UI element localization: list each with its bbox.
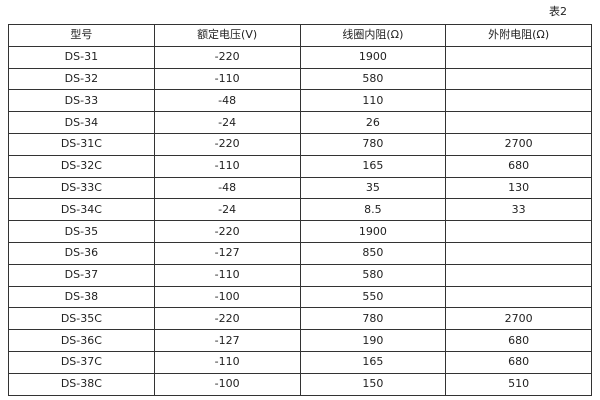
cell-external-resistance — [445, 89, 592, 113]
cell-coil-resistance: 580 — [299, 67, 447, 91]
cell-coil-resistance: 550 — [299, 285, 447, 309]
cell-coil-resistance: 780 — [299, 307, 447, 331]
cell-model: DS-38C — [8, 372, 155, 396]
cell-external-resistance: 2700 — [445, 132, 592, 156]
cell-coil-resistance: 580 — [299, 263, 447, 287]
cell-rated-voltage: -24 — [153, 111, 301, 134]
table-row: DS-34C -24 8.5 33 — [8, 198, 592, 222]
cell-coil-resistance: 780 — [299, 132, 447, 156]
cell-model: DS-34 — [8, 111, 155, 134]
table-row: DS-33C -48 35 130 — [8, 176, 592, 200]
cell-rated-voltage: -24 — [153, 198, 301, 222]
cell-rated-voltage: -110 — [153, 350, 301, 374]
cell-model: DS-36C — [8, 329, 155, 352]
cell-coil-resistance: 850 — [299, 241, 447, 265]
table-row: DS-36C -127 190 680 — [8, 329, 592, 352]
table-row: DS-35C -220 780 2700 — [8, 307, 592, 331]
header-rated-voltage: 额定电压(V) — [153, 24, 301, 47]
cell-model: DS-37 — [8, 263, 155, 287]
header-coil-resistance: 线圈内阻(Ω) — [299, 24, 447, 47]
cell-coil-resistance: 110 — [299, 89, 447, 113]
cell-rated-voltage: -220 — [153, 307, 301, 331]
cell-external-resistance — [445, 241, 592, 265]
cell-model: DS-35 — [8, 220, 155, 243]
cell-model: DS-33C — [8, 176, 155, 200]
cell-external-resistance — [445, 67, 592, 91]
cell-model: DS-37C — [8, 350, 155, 374]
cell-external-resistance: 33 — [445, 198, 592, 222]
cell-rated-voltage: -110 — [153, 154, 301, 178]
table-row: DS-32 -110 580 — [8, 67, 592, 91]
cell-model: DS-31 — [8, 45, 155, 69]
relay-spec-table: 型号 额定电压(V) 线圈内阻(Ω) 外附电阻(Ω) DS-31 -220 1900… — [8, 24, 592, 396]
cell-external-resistance: 510 — [445, 372, 592, 396]
cell-model: DS-31C — [8, 132, 155, 156]
header-external-resistance: 外附电阻(Ω) — [445, 24, 592, 47]
cell-model: DS-34C — [8, 198, 155, 222]
cell-coil-resistance: 150 — [299, 372, 447, 396]
cell-coil-resistance: 26 — [299, 111, 447, 134]
cell-model: DS-35C — [8, 307, 155, 331]
cell-rated-voltage: -100 — [153, 372, 301, 396]
cell-coil-resistance: 165 — [299, 350, 447, 374]
cell-external-resistance: 2700 — [445, 307, 592, 331]
table-row: DS-31C -220 780 2700 — [8, 132, 592, 156]
cell-external-resistance — [445, 111, 592, 134]
cell-rated-voltage: -48 — [153, 176, 301, 200]
cell-external-resistance: 680 — [445, 154, 592, 178]
table-row: DS-34 -24 26 — [8, 111, 592, 134]
cell-rated-voltage: -48 — [153, 89, 301, 113]
table-header-row: 型号 额定电压(V) 线圈内阻(Ω) 外附电阻(Ω) — [8, 24, 592, 47]
table-row: DS-37 -110 580 — [8, 263, 592, 287]
cell-rated-voltage: -110 — [153, 67, 301, 91]
cell-external-resistance: 680 — [445, 329, 592, 352]
cell-model: DS-33 — [8, 89, 155, 113]
cell-external-resistance — [445, 263, 592, 287]
cell-coil-resistance: 8.5 — [299, 198, 447, 222]
cell-coil-resistance: 1900 — [299, 220, 447, 243]
table-row: DS-35 -220 1900 — [8, 220, 592, 243]
cell-external-resistance — [445, 220, 592, 243]
table-caption: 表2 — [549, 5, 567, 18]
cell-rated-voltage: -127 — [153, 329, 301, 352]
table-row: DS-33 -48 110 — [8, 89, 592, 113]
table-row: DS-38C -100 150 510 — [8, 372, 592, 396]
cell-external-resistance: 680 — [445, 350, 592, 374]
cell-rated-voltage: -110 — [153, 263, 301, 287]
cell-external-resistance — [445, 45, 592, 69]
cell-rated-voltage: -220 — [153, 220, 301, 243]
cell-rated-voltage: -220 — [153, 132, 301, 156]
cell-coil-resistance: 1900 — [299, 45, 447, 69]
table-row: DS-36 -127 850 — [8, 241, 592, 265]
cell-rated-voltage: -220 — [153, 45, 301, 69]
cell-external-resistance — [445, 285, 592, 309]
cell-coil-resistance: 165 — [299, 154, 447, 178]
cell-coil-resistance: 35 — [299, 176, 447, 200]
cell-model: DS-32C — [8, 154, 155, 178]
header-model: 型号 — [8, 24, 155, 47]
table-row: DS-37C -110 165 680 — [8, 350, 592, 374]
cell-rated-voltage: -127 — [153, 241, 301, 265]
table-row: DS-32C -110 165 680 — [8, 154, 592, 178]
cell-rated-voltage: -100 — [153, 285, 301, 309]
cell-coil-resistance: 190 — [299, 329, 447, 352]
cell-model: DS-36 — [8, 241, 155, 265]
table-row: DS-38 -100 550 — [8, 285, 592, 309]
cell-model: DS-32 — [8, 67, 155, 91]
table-row: DS-31 -220 1900 — [8, 45, 592, 69]
cell-external-resistance: 130 — [445, 176, 592, 200]
cell-model: DS-38 — [8, 285, 155, 309]
